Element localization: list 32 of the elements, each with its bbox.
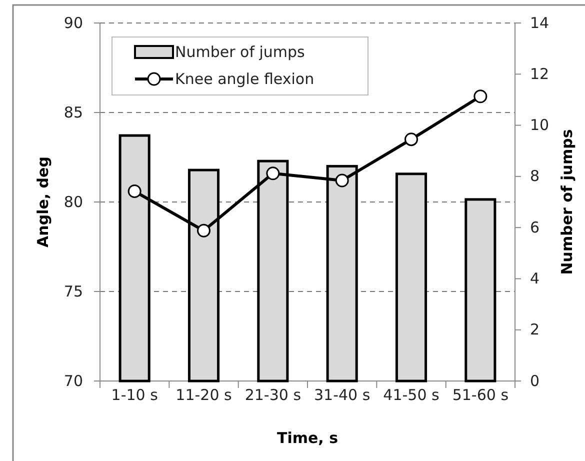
x-axis-title: Time, s [276,429,338,447]
y2-axis-title: Number of jumps [558,129,576,275]
y2-tick-label: 6 [530,218,540,236]
y-tick-label: 80 [64,192,83,211]
y2-tick-label: 10 [530,116,550,134]
y2-tick-label: 4 [530,270,540,288]
y-tick-label: 85 [64,103,83,122]
legend-label: Knee angle flexion [175,70,314,88]
y-axis-title: Angle, deg [34,156,52,248]
point [404,132,418,146]
point [266,166,280,180]
y2-tick-label: 12 [530,64,550,83]
point [335,174,349,188]
legend-label: Number of jumps [175,43,306,61]
bar [395,172,428,382]
point [474,90,488,104]
x-tick-label: 11-20 s [176,386,232,404]
x-tick-label: 51-60 s [452,386,509,404]
bar [464,198,496,382]
point [128,184,142,198]
y-tick-label: 90 [64,14,83,32]
y2-tick-label: 2 [530,320,540,339]
y2-tick-label: 14 [530,14,550,32]
y2-tick-label: 0 [530,372,540,390]
y-tick-label: 75 [64,282,83,300]
x-tick-label: 41-50 s [383,386,440,404]
y-tick-label: 70 [64,372,83,390]
point [197,224,210,238]
y2-tick-label: 8 [530,167,540,186]
x-tick-label: 21-30 s [244,386,302,404]
x-tick-label: 31-40 s [314,386,370,404]
x-tick-label: 1-10 s [111,386,158,404]
